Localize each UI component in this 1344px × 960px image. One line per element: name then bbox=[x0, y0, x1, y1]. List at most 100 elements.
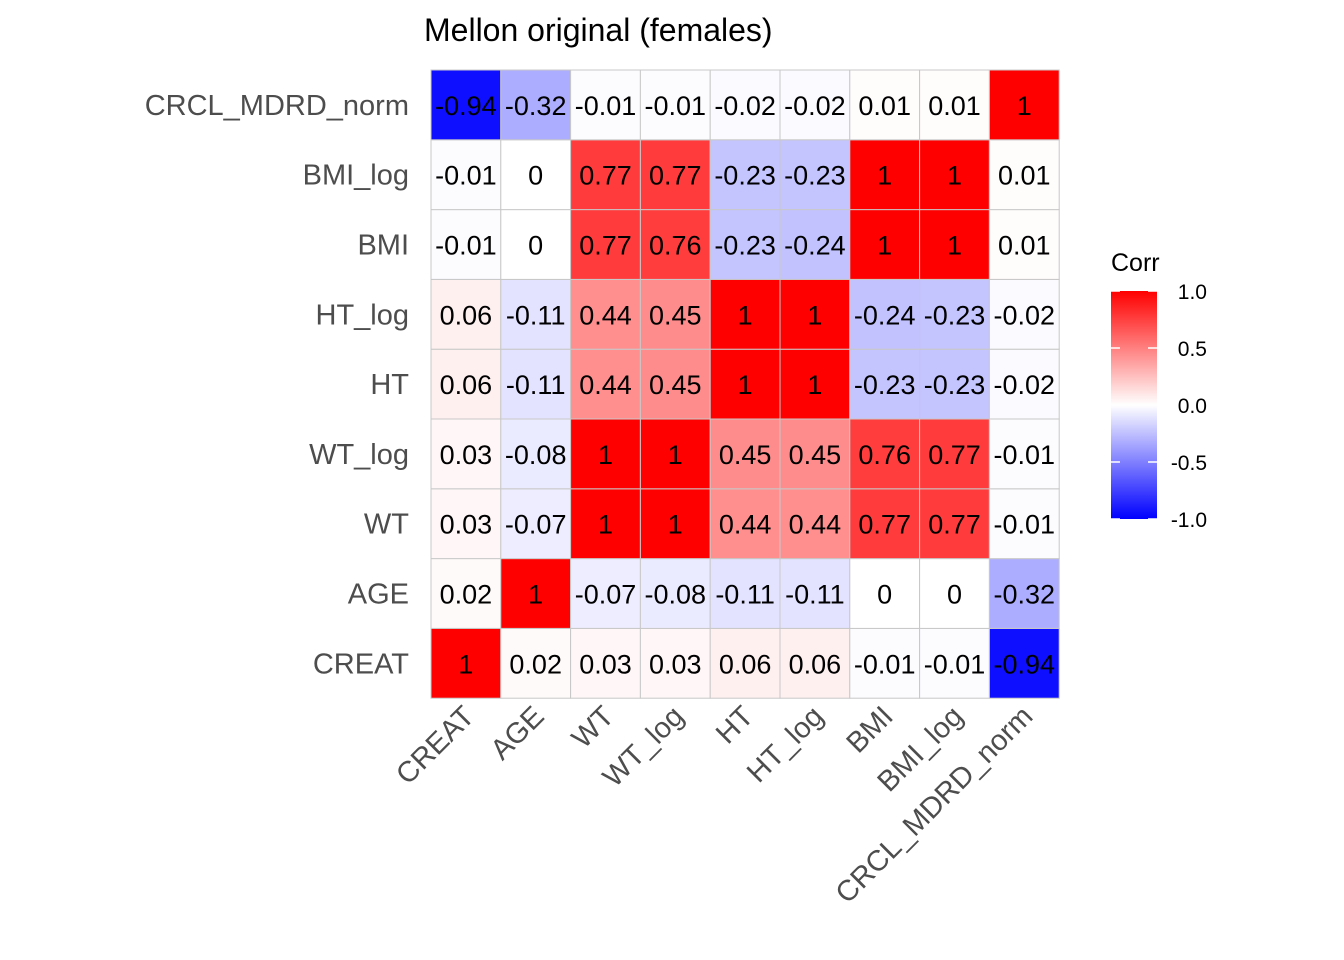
heatmap-cell bbox=[779, 69, 851, 141]
heatmap-cell bbox=[919, 488, 990, 560]
cell-value-label: -0.01 bbox=[854, 649, 916, 679]
heatmap-cell bbox=[849, 348, 921, 420]
cell-value-label: 0.44 bbox=[719, 510, 772, 540]
cell-value-label: -0.23 bbox=[924, 300, 986, 330]
cell-value-label: 0.03 bbox=[440, 440, 493, 470]
heatmap-cells bbox=[430, 69, 1060, 699]
cell-value-label: -0.11 bbox=[506, 370, 566, 400]
y-tick-label: AGE bbox=[348, 579, 409, 611]
cell-value-label: 1 bbox=[668, 440, 683, 470]
heatmap-cell bbox=[500, 209, 572, 280]
heatmap-cell bbox=[570, 627, 641, 699]
heatmap-cell bbox=[500, 139, 572, 211]
cell-value-label: 0.03 bbox=[649, 649, 702, 679]
x-tick-label: WT bbox=[566, 700, 621, 755]
cell-value-label: 0.06 bbox=[719, 649, 772, 679]
heatmap-cell bbox=[570, 558, 641, 629]
heatmap-cell bbox=[988, 627, 1060, 699]
heatmap-cell bbox=[639, 139, 711, 211]
cell-value-label: 0.45 bbox=[719, 440, 772, 470]
cell-value-label: 1 bbox=[668, 510, 683, 540]
x-tick-label: HT_log bbox=[741, 700, 830, 789]
heatmap-cell bbox=[709, 69, 781, 141]
cell-value-label: 0.01 bbox=[858, 91, 911, 121]
heatmap-cell bbox=[570, 348, 641, 420]
heatmap-cell bbox=[639, 209, 711, 280]
heatmap-cell bbox=[500, 488, 572, 560]
cell-value-label: -0.02 bbox=[994, 370, 1056, 400]
y-tick-label: HT_log bbox=[316, 299, 410, 331]
cell-value-label: 0.01 bbox=[998, 231, 1051, 261]
heatmap-cell bbox=[988, 558, 1060, 629]
cell-value-label: -0.02 bbox=[994, 300, 1056, 330]
cell-value-label: 0.01 bbox=[928, 91, 981, 121]
cell-value-label: 0.06 bbox=[440, 300, 493, 330]
y-tick-label: WT bbox=[364, 509, 409, 541]
cell-value-label: -0.11 bbox=[785, 580, 845, 610]
heatmap-cell bbox=[988, 209, 1060, 280]
cell-value-label: -0.07 bbox=[575, 580, 637, 610]
cell-value-label: 1 bbox=[877, 231, 892, 261]
cell-value-label: 0 bbox=[947, 580, 962, 610]
heatmap-cell bbox=[430, 278, 502, 350]
cell-value-label: -0.01 bbox=[924, 649, 986, 679]
cell-value-label: -0.32 bbox=[994, 580, 1056, 610]
heatmap-cell bbox=[500, 69, 572, 141]
cell-value-label: 1 bbox=[947, 231, 962, 261]
cell-value-label: 0.76 bbox=[649, 231, 702, 261]
legend-tick-label: 0.5 bbox=[1178, 338, 1207, 361]
cell-value-label: -0.11 bbox=[715, 580, 775, 610]
legend: Corr 1.0 0.5 0.0 -0.5 -1.0 bbox=[1111, 249, 1207, 532]
heatmap-cell bbox=[779, 348, 851, 420]
cell-value-label: 0.45 bbox=[649, 370, 702, 400]
chart-title: Mellon original (females) bbox=[424, 12, 773, 48]
heatmap-cell bbox=[709, 348, 781, 420]
heatmap-cell bbox=[709, 278, 781, 350]
heatmap-cell bbox=[849, 209, 921, 280]
cell-value-label: 0.77 bbox=[928, 510, 981, 540]
heatmap-cell bbox=[709, 627, 781, 699]
heatmap-cell bbox=[779, 418, 851, 490]
heatmap-cell bbox=[430, 209, 502, 280]
y-tick-label: BMI bbox=[357, 230, 409, 262]
heatmap-cell bbox=[639, 69, 711, 141]
heatmap-cell bbox=[709, 418, 781, 490]
cell-value-label: 1 bbox=[598, 510, 613, 540]
cell-value-label: 1 bbox=[528, 580, 543, 610]
cell-value-label: 0.77 bbox=[579, 231, 632, 261]
cell-value-label: 1 bbox=[598, 440, 613, 470]
heatmap-cell bbox=[849, 488, 921, 560]
cell-value-label: 0.77 bbox=[928, 440, 981, 470]
heatmap-cell bbox=[430, 69, 502, 141]
cell-value-label: 1 bbox=[807, 300, 822, 330]
cell-value-label: -0.01 bbox=[994, 510, 1056, 540]
cell-value-label: 0.45 bbox=[789, 440, 842, 470]
heatmap-cell bbox=[570, 488, 641, 560]
heatmap-cell bbox=[430, 558, 502, 629]
heatmap-cell bbox=[849, 278, 921, 350]
heatmap-cell bbox=[919, 278, 990, 350]
cell-value-label: 0.77 bbox=[649, 161, 702, 191]
cell-value-label: -0.08 bbox=[505, 440, 567, 470]
cell-value-label: -0.08 bbox=[645, 580, 707, 610]
heatmap-cell bbox=[500, 627, 572, 699]
heatmap-cell bbox=[639, 558, 711, 629]
cell-value-label: 1 bbox=[947, 161, 962, 191]
cell-value-label: 1 bbox=[738, 300, 753, 330]
x-tick-label: HT bbox=[710, 700, 760, 750]
legend-tick-label: 1.0 bbox=[1178, 281, 1207, 304]
heatmap-cell bbox=[919, 69, 990, 141]
heatmap-cell bbox=[988, 69, 1060, 141]
legend-tick-label: 0.0 bbox=[1178, 395, 1207, 418]
cell-value-label: 1 bbox=[458, 649, 473, 679]
cell-value-label: -0.01 bbox=[994, 440, 1056, 470]
y-axis-tick-labels: CREAT AGE WT WT_log HT HT_log BMI BMI_log CRCL_M… bbox=[145, 90, 410, 680]
heatmap-cell bbox=[919, 348, 990, 420]
cell-value-label: -0.23 bbox=[714, 231, 776, 261]
cell-value-label: -0.23 bbox=[784, 161, 846, 191]
heatmap-cell bbox=[430, 348, 502, 420]
cell-value-label: 0 bbox=[877, 580, 892, 610]
cell-value-label: -0.01 bbox=[435, 161, 497, 191]
cell-value-label: 0.06 bbox=[440, 370, 493, 400]
